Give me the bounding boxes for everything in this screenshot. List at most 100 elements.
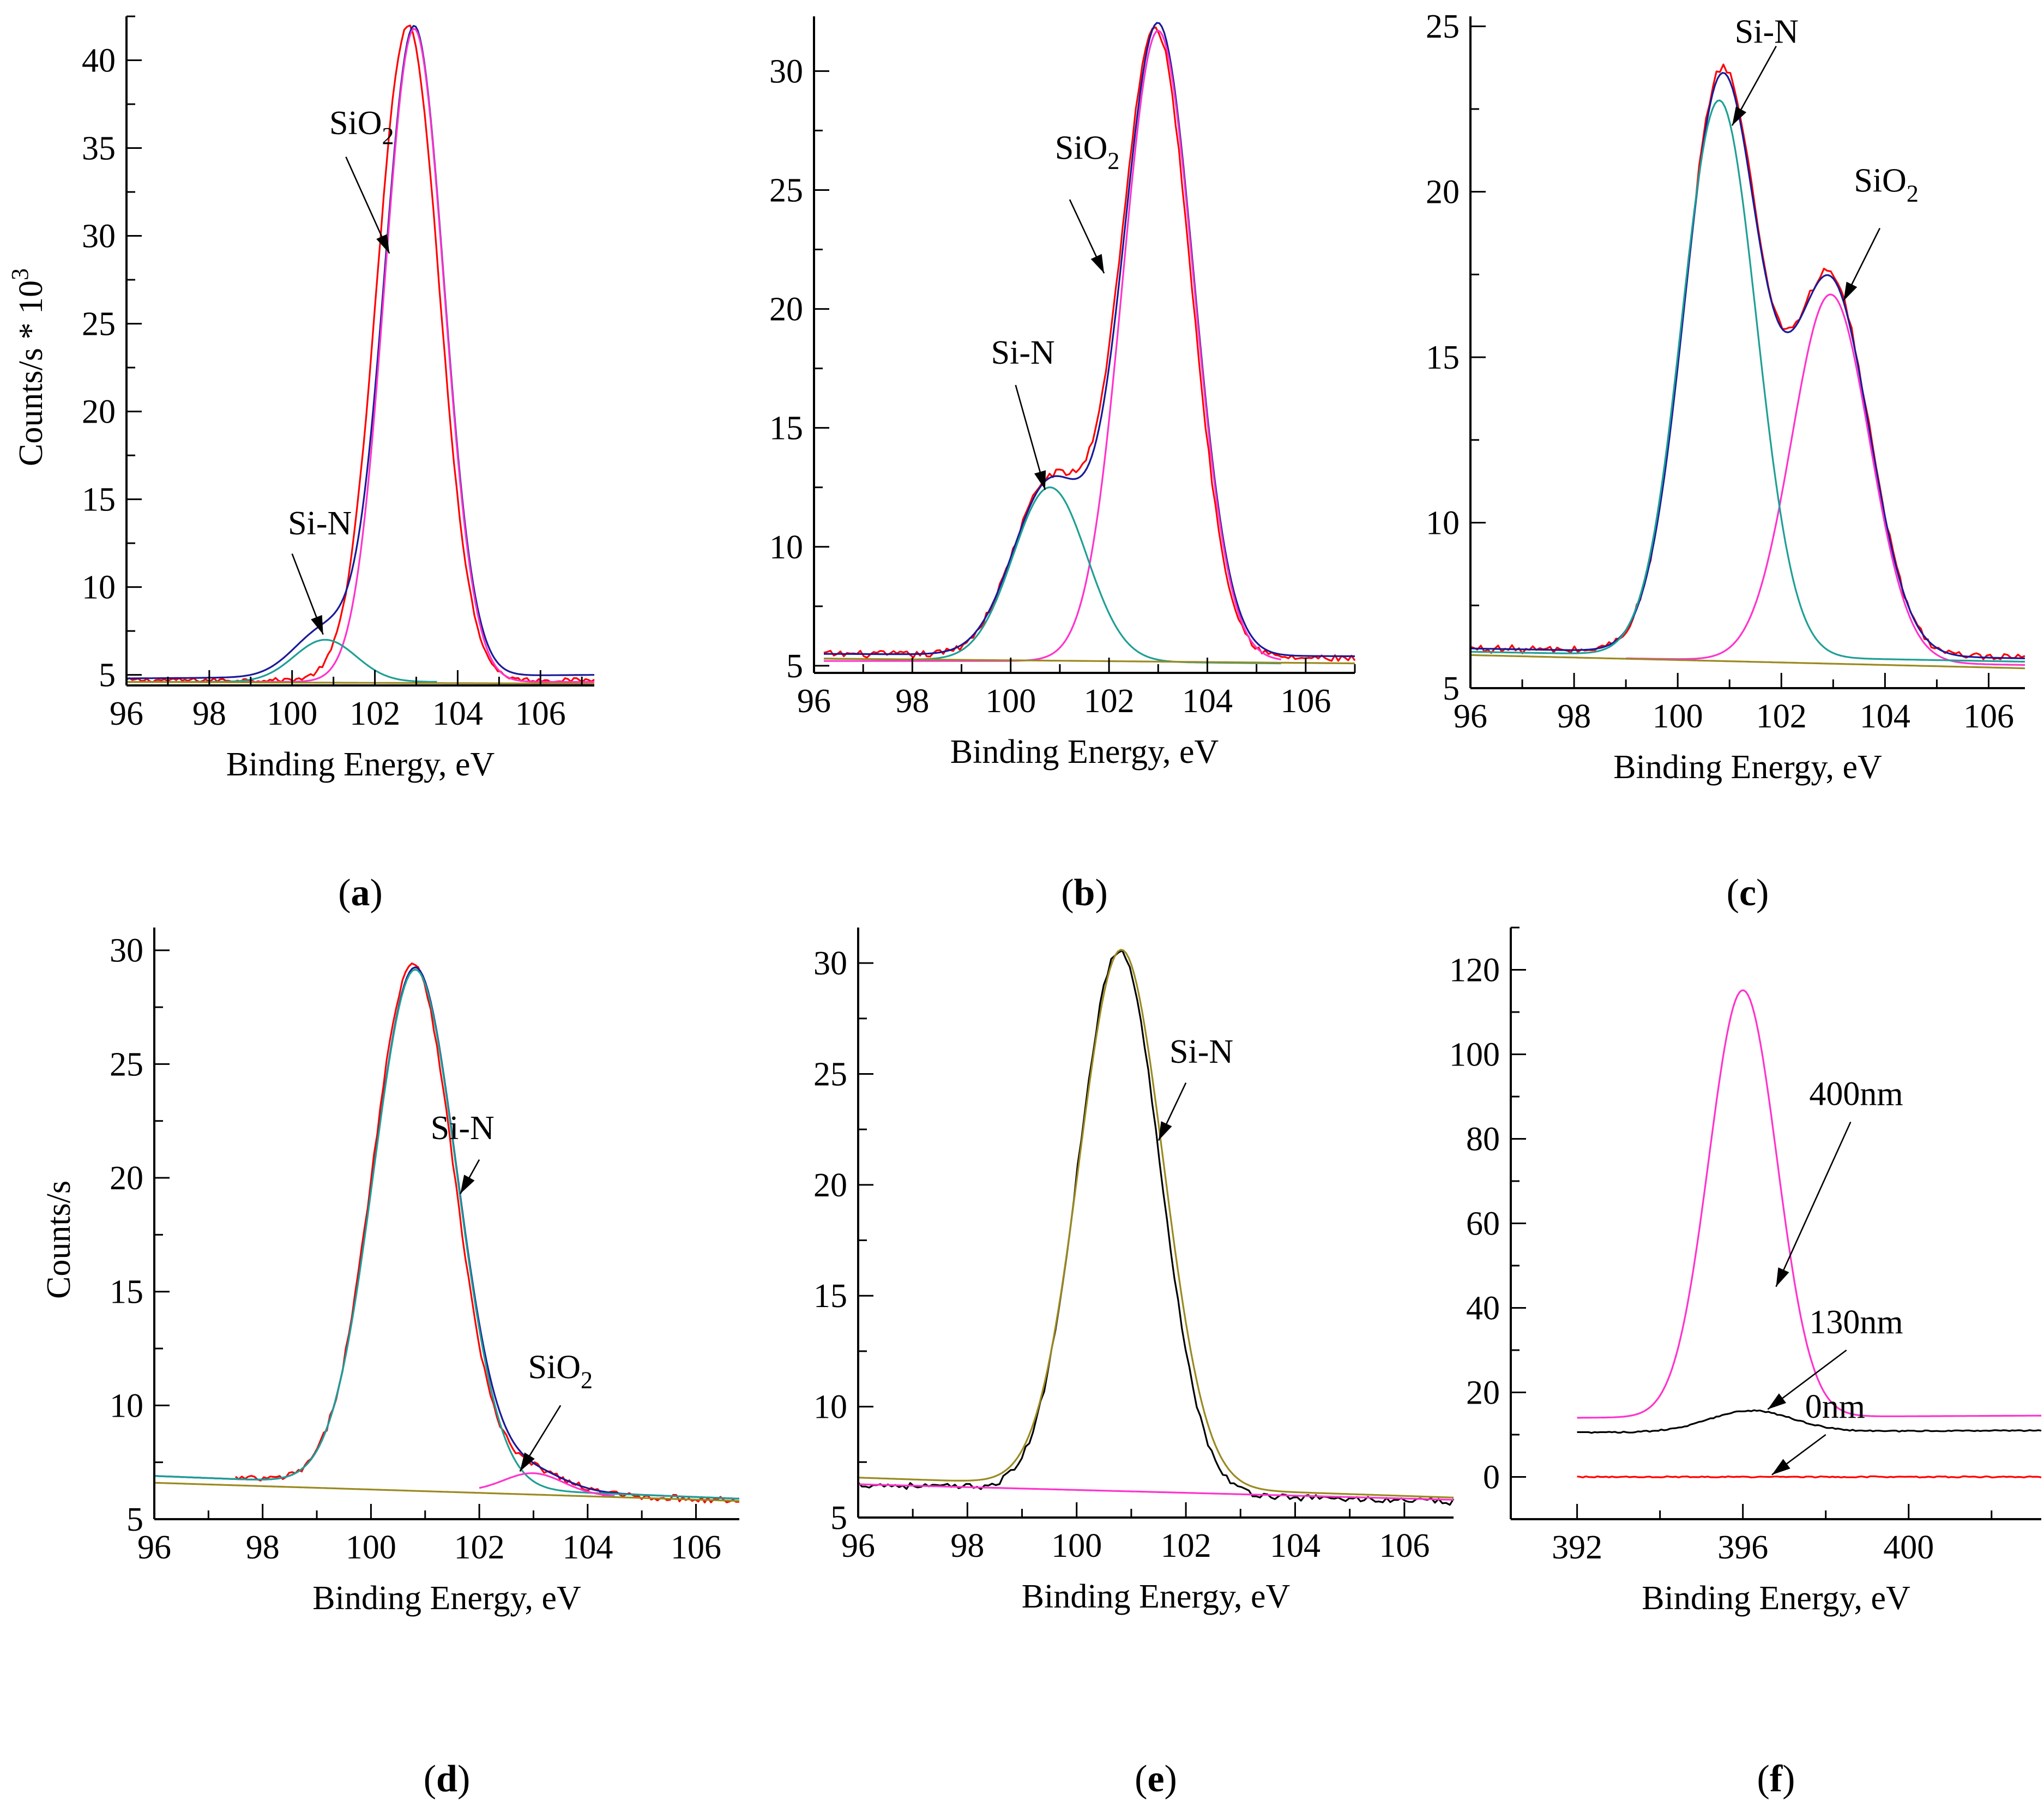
series-envelope <box>824 22 1355 658</box>
x-tick-label: 100 <box>1653 698 1703 735</box>
annotation-text: Si-N <box>431 1110 495 1147</box>
x-tick-label: 102 <box>1084 683 1135 720</box>
y-tick-label: 30 <box>110 932 143 970</box>
series-baseline <box>858 1483 1454 1501</box>
panel-label-letter: e <box>1147 1758 1164 1800</box>
panel-label-close: ) <box>1165 1758 1177 1800</box>
annotation-text: SiO <box>1055 130 1107 167</box>
annotation-subscript: 2 <box>1107 148 1119 174</box>
y-tick-label: 20 <box>110 1160 143 1197</box>
annotation-label: Si-N <box>1735 14 1799 51</box>
x-tick-label: 106 <box>515 695 566 732</box>
series-measured <box>1470 63 2025 660</box>
y-tick-label: 15 <box>110 1274 143 1311</box>
annotation-label: Si-N <box>1169 1033 1233 1070</box>
panel-c: 96 98 100 102 104 106 5 10 15 20 25 Binding Energy,… <box>1426 8 2025 914</box>
y-tick-label: 25 <box>769 172 803 209</box>
series-fit <box>858 949 1454 1498</box>
y-tick-label: 5 <box>1443 670 1460 707</box>
panel-label: (b) <box>1061 872 1108 914</box>
y-tick-label: 5 <box>786 648 803 685</box>
annotation-label: Si-N <box>991 334 1055 371</box>
x-tick-label: 96 <box>137 1529 171 1566</box>
panel-label-letter: c <box>1739 872 1756 914</box>
panel-a: 96 98 100 102 104 106 5 10 15 20 25 30 35 40 Binding E… <box>7 15 595 914</box>
panel-label-open: ( <box>424 1758 436 1800</box>
x-tick-label: 106 <box>1280 683 1331 720</box>
series-sio2-component <box>479 1472 615 1497</box>
y-axis-title-text: Counts/s * 10 <box>13 280 50 466</box>
annotation-label: SiO2 <box>1854 162 1918 207</box>
x-tick-label: 100 <box>1051 1527 1102 1564</box>
x-tick-label: 102 <box>1756 698 1807 735</box>
x-tick-label: 104 <box>1860 698 1910 735</box>
series-sio2-component <box>824 29 1281 662</box>
panel-label-open: ( <box>1135 1758 1147 1800</box>
panel-label: (e) <box>1135 1758 1177 1800</box>
x-axis-title: Binding Energy, eV <box>1642 1580 1910 1617</box>
x-tick-label: 96 <box>841 1527 875 1564</box>
y-tick-label: 25 <box>1426 8 1460 45</box>
annotation-arrow-head <box>1732 106 1747 126</box>
series-si-n-component <box>154 968 740 1500</box>
annotation-text: SiO <box>1854 162 1906 200</box>
x-tick-label: 106 <box>671 1529 721 1566</box>
y-tick-label: 100 <box>1449 1037 1500 1074</box>
x-tick-label: 98 <box>1557 698 1591 735</box>
y-tick-label: 20 <box>1466 1375 1500 1412</box>
x-tick-label: 98 <box>895 683 929 720</box>
x-tick-label: 400 <box>1883 1529 1934 1566</box>
annotation-text: Si-N <box>991 334 1055 371</box>
series-background <box>126 681 594 685</box>
y-tick-label: 5 <box>126 1501 143 1538</box>
y-tick-label: 15 <box>813 1278 847 1315</box>
panel-label-open: ( <box>1061 872 1074 914</box>
panel-label-letter: d <box>436 1758 457 1800</box>
annotation-text: 400nm <box>1809 1076 1903 1113</box>
x-tick-label: 100 <box>267 695 317 732</box>
annotation-arrow-line <box>1775 1121 1852 1287</box>
y-tick-label: 20 <box>1426 174 1460 211</box>
annotation-label: SiO2 <box>528 1349 593 1393</box>
y-tick-label: 15 <box>769 410 803 447</box>
panel-f: 392 396 400 0 20 40 60 80 100 120 Binding Energy, … <box>1449 926 2042 1800</box>
panel-label-letter: a <box>351 872 370 914</box>
panel-b: 96 98 100 102 104 106 5 10 15 20 25 30 Binding Energ… <box>769 16 1356 914</box>
annotation-arrow-head <box>376 234 390 254</box>
y-tick-label: 10 <box>813 1389 847 1426</box>
annotation-arrow-head <box>1843 281 1858 301</box>
y-axis-title: Counts/s <box>40 1181 77 1299</box>
annotation-text: 130nm <box>1809 1304 1903 1341</box>
y-tick-label: 25 <box>110 1046 143 1083</box>
panel-label: (f) <box>1757 1758 1795 1800</box>
y-tick-label: 15 <box>82 481 116 519</box>
annotation-arrow-head <box>1034 470 1046 490</box>
y-tick-label: 25 <box>813 1056 847 1093</box>
y-tick-label: 10 <box>1426 505 1460 542</box>
annotation-text: Si-N <box>1735 14 1799 51</box>
x-tick-label: 96 <box>1454 698 1487 735</box>
x-tick-label: 96 <box>797 683 831 720</box>
panel-label-close: ) <box>1756 872 1769 914</box>
x-axis-title: Binding Energy, eV <box>226 746 495 783</box>
x-tick-label: 100 <box>346 1529 396 1566</box>
x-tick-label: 104 <box>562 1529 613 1566</box>
y-tick-label: 40 <box>1466 1290 1500 1327</box>
panel-label: (a) <box>338 872 383 914</box>
series-130nm <box>1577 1409 2042 1434</box>
series-si-n-component <box>823 486 1281 665</box>
x-tick-label: 102 <box>349 695 400 732</box>
panel-label-open: ( <box>1727 872 1739 914</box>
x-tick-label: 104 <box>1182 683 1233 720</box>
annotation-arrow-head <box>460 1175 475 1194</box>
annotation-subscript: 2 <box>382 123 394 149</box>
panel-e: 96 98 100 102 104 106 5 10 15 20 25 30 Binding Energ… <box>813 928 1455 1800</box>
x-axis-title: Binding Energy, eV <box>312 1580 581 1617</box>
panel-label: (c) <box>1727 872 1769 914</box>
series-envelope <box>154 966 740 1500</box>
series-si-n-component <box>126 639 437 683</box>
y-tick-label: 10 <box>82 569 116 606</box>
y-tick-label: 30 <box>769 53 803 90</box>
annotation-arrow-head <box>1159 1121 1172 1141</box>
annotation-text: SiO <box>528 1349 581 1386</box>
